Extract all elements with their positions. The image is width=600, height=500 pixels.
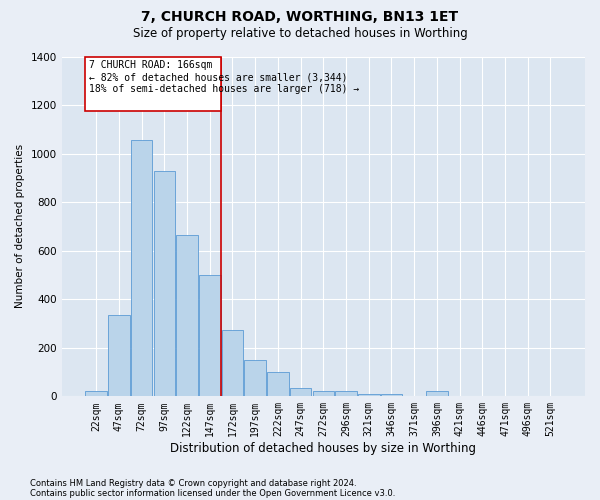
X-axis label: Distribution of detached houses by size in Worthing: Distribution of detached houses by size … [170,442,476,455]
Bar [267,372,289,396]
Bar [222,330,243,396]
Bar [176,235,198,396]
Bar [290,388,311,396]
Text: 7 CHURCH ROAD: 166sqm: 7 CHURCH ROAD: 166sqm [89,60,213,70]
Text: Contains HM Land Registry data © Crown copyright and database right 2024.: Contains HM Land Registry data © Crown c… [30,478,356,488]
Bar [244,360,266,397]
Text: Size of property relative to detached houses in Worthing: Size of property relative to detached ho… [133,28,467,40]
Bar [313,392,334,396]
Bar [154,170,175,396]
FancyBboxPatch shape [85,56,221,111]
Text: ← 82% of detached houses are smaller (3,344): ← 82% of detached houses are smaller (3,… [89,72,348,83]
Text: 7, CHURCH ROAD, WORTHING, BN13 1ET: 7, CHURCH ROAD, WORTHING, BN13 1ET [142,10,458,24]
Bar [108,315,130,396]
Bar [380,394,402,396]
Bar [199,275,221,396]
Text: 18% of semi-detached houses are larger (718) →: 18% of semi-detached houses are larger (… [89,84,359,94]
Bar [131,140,152,396]
Bar [426,392,448,396]
Y-axis label: Number of detached properties: Number of detached properties [15,144,25,308]
Bar [358,394,380,396]
Bar [85,392,107,396]
Bar [335,392,357,396]
Text: Contains public sector information licensed under the Open Government Licence v3: Contains public sector information licen… [30,489,395,498]
